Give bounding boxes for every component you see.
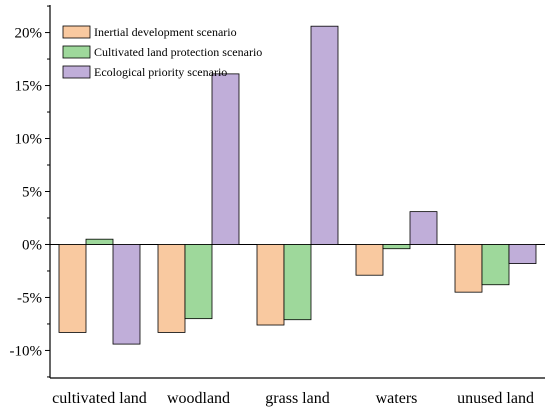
bars: cultivated land woodland grass land waters u…	[52, 25, 537, 407]
bar-grass-land-series-1	[283, 244, 312, 321]
legend-swatch	[62, 25, 91, 39]
x-category-label: cultivated land	[52, 390, 147, 407]
y-tick-label: 0%	[22, 237, 42, 253]
y-tick-label: 20%	[15, 26, 43, 42]
y-tick-label: -10%	[10, 343, 43, 359]
legend: Inertial development scenario Cultivated …	[62, 25, 262, 79]
y-tick-label: 15%	[15, 79, 43, 95]
legend-label: Inertial development scenario	[94, 25, 237, 39]
bar-woodland-series-2	[211, 73, 240, 245]
bar-grass-land-series-2	[310, 25, 339, 245]
bar-cultivated-land-series-0	[58, 244, 87, 333]
bar-cultivated-land-series-1	[85, 238, 114, 245]
bar-grass-land-series-0	[256, 244, 285, 326]
bar-waters-series-0	[355, 244, 384, 276]
x-category-label: woodland	[167, 390, 230, 407]
x-category-label: unused land	[457, 390, 534, 407]
y-tick-label: 10%	[15, 132, 43, 148]
legend-swatch	[62, 45, 91, 59]
legend-label: Cultivated land protection scenario	[94, 45, 262, 59]
bar-cultivated-land-series-2	[112, 244, 141, 345]
y-ticks: -10% -5% 0% 5% 10% 15% 20%	[10, 5, 50, 378]
y-tick-label: -5%	[17, 290, 42, 306]
bar-waters-series-1	[382, 244, 411, 250]
x-category-label: grass land	[265, 390, 329, 407]
bar-woodland-series-0	[157, 244, 186, 333]
legend-label: Ecological priority scenario	[94, 65, 227, 79]
bar-unused-land-series-1	[481, 244, 510, 286]
legend-swatch	[62, 65, 91, 79]
bar-unused-land-series-2	[508, 244, 537, 264]
bar-waters-series-2	[409, 211, 438, 245]
x-category-label: waters	[376, 390, 418, 407]
bar-woodland-series-1	[184, 244, 213, 320]
bar-unused-land-series-0	[454, 244, 483, 293]
y-tick-label: 5%	[22, 185, 42, 201]
